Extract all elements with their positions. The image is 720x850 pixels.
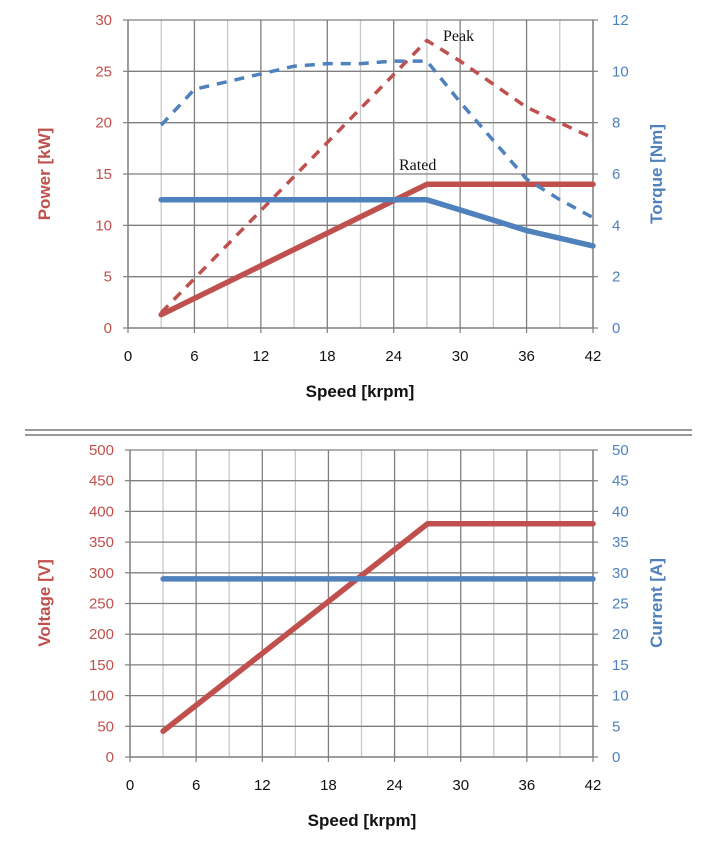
annotation-rated: Rated [399,157,436,174]
y-tick-label-left: 300 [89,565,114,582]
y-tick-label-right: 10 [612,63,629,80]
x-tick-label: 30 [452,777,469,794]
y-tick-label-left: 450 [89,473,114,490]
annotation-peak: Peak [443,28,474,45]
y-tick-label-right: 0 [612,749,620,766]
y-tick-label-left: 200 [89,626,114,643]
x-axis-title: Speed [krpm] [306,382,415,401]
x-tick-label: 42 [585,348,602,365]
y-tick-label-left: 50 [97,718,114,735]
y-tick-label-left: 250 [89,596,114,613]
y-tick-label-left: 20 [95,115,112,132]
y-axis-title-right: Current [A] [647,558,666,648]
y-tick-label-left: 150 [89,657,114,674]
y-tick-label-right: 10 [612,688,629,705]
y-tick-label-right: 35 [612,534,629,551]
panel-divider [25,430,692,435]
y-tick-label-right: 5 [612,718,620,735]
y-tick-label-right: 15 [612,657,629,674]
y-tick-label-left: 350 [89,534,114,551]
y-tick-label-left: 0 [106,749,114,766]
x-tick-label: 0 [126,777,134,794]
y-axis-title-right: Torque [Nm] [647,124,666,224]
y-tick-label-left: 5 [104,269,112,286]
y-axis-title-left: Power [kW] [35,128,54,221]
y-tick-label-right: 45 [612,473,629,490]
y-tick-label-left: 10 [95,217,112,234]
x-tick-label: 0 [124,348,132,365]
y-axis-title-left: Voltage [V] [35,559,54,647]
x-tick-label: 12 [254,777,271,794]
y-tick-label-right: 40 [612,503,629,520]
y-tick-label-left: 0 [104,320,112,337]
series-line-0-left-solid [163,524,593,732]
series-line-2-right-dashed [161,61,593,218]
y-tick-label-right: 0 [612,320,620,337]
y-tick-label-left: 15 [95,166,112,183]
x-tick-label: 42 [585,777,602,794]
y-tick-label-right: 25 [612,596,629,613]
x-tick-label: 24 [385,348,402,365]
x-tick-label: 12 [253,348,270,365]
x-tick-label: 6 [192,777,200,794]
voltage-current-chart: 0 6 12 18 24 30 36 4205010015020025030035040045… [35,442,666,830]
y-tick-label-right: 2 [612,269,620,286]
y-tick-label-right: 30 [612,565,629,582]
x-tick-label: 36 [518,348,535,365]
y-tick-label-right: 12 [612,12,629,29]
y-tick-label-right: 6 [612,166,620,183]
x-tick-label: 6 [190,348,198,365]
x-tick-label: 18 [320,777,337,794]
y-tick-label-right: 8 [612,115,620,132]
series-line-1-left-solid [161,184,593,314]
x-axis-title: Speed [krpm] [308,811,417,830]
x-tick-label: 24 [386,777,403,794]
y-tick-label-left: 400 [89,503,114,520]
y-tick-label-left: 25 [95,63,112,80]
y-tick-label-right: 50 [612,442,629,459]
y-tick-label-left: 30 [95,12,112,29]
y-tick-label-left: 500 [89,442,114,459]
y-tick-label-left: 100 [89,688,114,705]
y-tick-label-right: 4 [612,217,620,234]
x-tick-label: 30 [452,348,469,365]
y-tick-label-right: 20 [612,626,629,643]
x-tick-label: 18 [319,348,336,365]
x-tick-label: 36 [519,777,536,794]
